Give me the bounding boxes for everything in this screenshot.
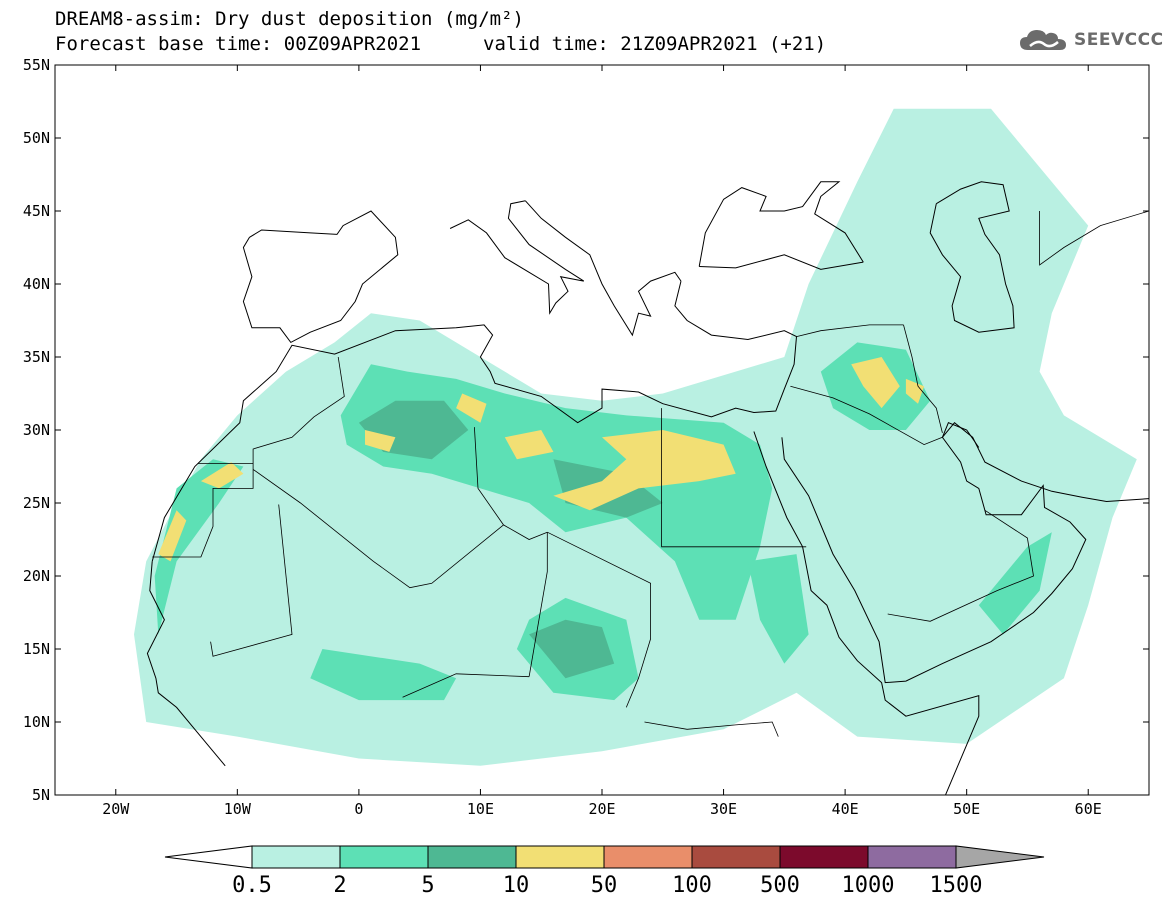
lat-tick-label: 55N <box>23 56 50 74</box>
lon-tick-label: 40E <box>832 800 859 818</box>
colorbar-label: 10 <box>503 873 530 898</box>
lon-tick-label: 10W <box>224 800 252 818</box>
colorbar-swatch-1 <box>339 845 429 869</box>
logo-text: SEEVCCC <box>1074 30 1164 50</box>
libya-chad-sudan <box>547 531 651 708</box>
colorbar-label: 50 <box>591 873 618 898</box>
deposition-region-1 <box>154 459 244 635</box>
lat-tick-label: 15N <box>23 640 50 658</box>
lon-tick-label: 30E <box>710 800 737 818</box>
italy-coast <box>449 200 585 315</box>
deposition-region-4 <box>310 649 457 701</box>
mauritania-mali <box>210 504 293 657</box>
colorbar-swatch-6 <box>779 845 869 869</box>
saudi-yemen-oman <box>887 509 1034 622</box>
colorbar-swatch-7 <box>867 845 957 869</box>
libya-egypt-sudan <box>661 408 807 548</box>
lat-tick-label: 50N <box>23 129 50 147</box>
lat-tick-label: 25N <box>23 494 50 512</box>
deposition-region-11 <box>158 510 187 562</box>
deposition-region-13 <box>456 393 487 423</box>
colorbar-over-arrow <box>955 845 1045 869</box>
chad-niger <box>528 532 548 677</box>
arabia-coast <box>781 422 1149 684</box>
west-africa-coast <box>146 561 226 767</box>
lat-tick-label: 20N <box>23 567 50 585</box>
colorbar-swatch-3 <box>515 845 605 869</box>
colorbar-label: 0.5 <box>232 873 272 898</box>
north-africa-coast <box>151 280 798 562</box>
country-borders <box>152 210 1149 737</box>
deposition-region-12 <box>200 462 244 489</box>
colorbar-label: 2 <box>333 873 346 898</box>
iberia-coast <box>242 210 399 344</box>
lat-tick-label: 10N <box>23 713 50 731</box>
forecast-base-time: Forecast base time: 00Z09APR2021 <box>55 33 422 55</box>
algeria-libya <box>474 427 548 540</box>
valid-time: valid time: 21Z09APR2021 (+21) <box>483 33 827 55</box>
seevccc-logo: SEEVCCC <box>1018 25 1164 55</box>
lon-tick-label: 10E <box>467 800 494 818</box>
deposition-region-9 <box>529 619 615 679</box>
sudan-south-sudan <box>644 721 779 737</box>
deposition-region-17 <box>851 357 900 409</box>
map-title: DREAM8-assim: Dry dust deposition (mg/m²… <box>55 8 524 30</box>
colorbar-swatch-0 <box>251 845 341 869</box>
deposition-region-18 <box>905 378 925 404</box>
axis-ticks: 20W 10W 0 10E 20E 30E 40E 50E 60E 5N 10N 15N 20N 25N 3… <box>23 56 1149 818</box>
colorbar-label: 5 <box>421 873 434 898</box>
deposition-region-15 <box>504 430 554 460</box>
turkey-syria-iraq <box>796 324 904 337</box>
lat-tick-label: 30N <box>23 421 50 439</box>
colorbar-swatch-5 <box>691 845 781 869</box>
black-sea-north-coast <box>698 181 864 267</box>
lat-tick-label: 40N <box>23 275 50 293</box>
red-sea-west-coast <box>753 431 980 795</box>
caspian-coast <box>929 181 1015 333</box>
lon-tick-label: 0 <box>354 800 363 818</box>
colorbar-label: 500 <box>760 873 800 898</box>
balkan-coast <box>525 200 682 337</box>
colorbar-under-arrow <box>164 845 253 869</box>
lat-tick-label: 45N <box>23 202 50 220</box>
iran-iraq <box>903 324 943 433</box>
lat-tick-label: 5N <box>32 786 50 804</box>
colorbar-label: 1000 <box>842 873 895 898</box>
lon-tick-label: 60E <box>1075 800 1102 818</box>
cloud-icon <box>1020 30 1066 50</box>
colorbar-label: 1500 <box>930 873 983 898</box>
colorbar-swatch-2 <box>427 845 517 869</box>
iraq-saudi-jordan <box>790 385 943 446</box>
algeria-mali-niger <box>252 469 504 589</box>
niger-nigeria <box>402 673 530 698</box>
persian-gulf-inner <box>941 422 980 448</box>
lon-tick-label: 50E <box>953 800 980 818</box>
kazakhstan-uzbekistan <box>1039 210 1149 266</box>
colorbar-label: 100 <box>672 873 712 898</box>
deposition-region-14 <box>365 430 396 452</box>
lon-tick-label: 20E <box>588 800 615 818</box>
deposition-region-6 <box>747 554 809 664</box>
turkey-north-coast <box>699 254 864 270</box>
morocco-algeria <box>252 356 345 464</box>
colorbar-swatch-4 <box>603 845 693 869</box>
lat-tick-label: 35N <box>23 348 50 366</box>
lon-tick-label: 20W <box>102 800 130 818</box>
colorbar: 0.5 2 5 10 50 100 500 1000 1500 <box>164 845 1045 898</box>
deposition-region-16 <box>553 430 736 511</box>
coastlines <box>146 181 1149 795</box>
